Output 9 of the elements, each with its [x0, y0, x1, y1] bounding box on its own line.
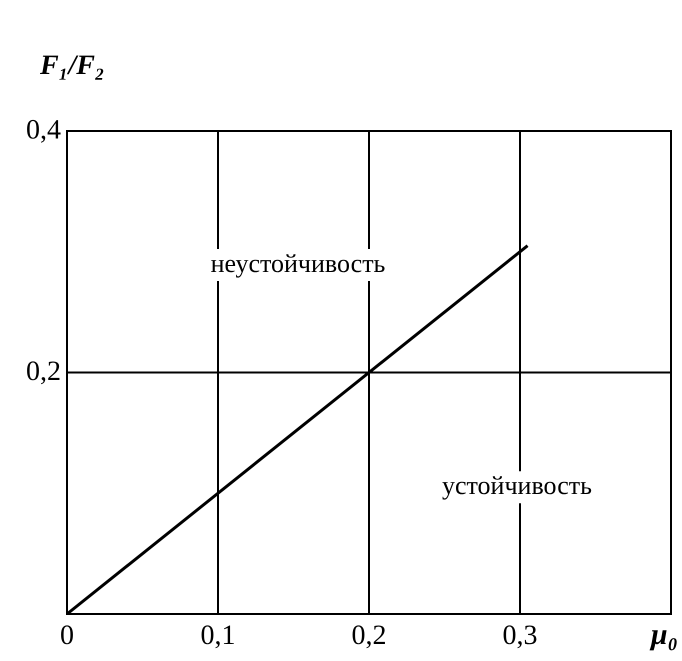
- x-tick-label: 0,2: [352, 620, 386, 652]
- annotation: неустойчивость: [210, 248, 386, 278]
- annotation: устойчивость: [442, 471, 592, 500]
- y-axis-title: F₁/F₂: [40, 50, 105, 82]
- y-tick-label: 0,4: [26, 114, 61, 146]
- x-axis-title: μ₀: [650, 618, 678, 652]
- x-tick-label: 0: [60, 620, 74, 652]
- x-tick-label: 0,3: [502, 620, 538, 652]
- x-tick-label: 0,1: [200, 620, 236, 652]
